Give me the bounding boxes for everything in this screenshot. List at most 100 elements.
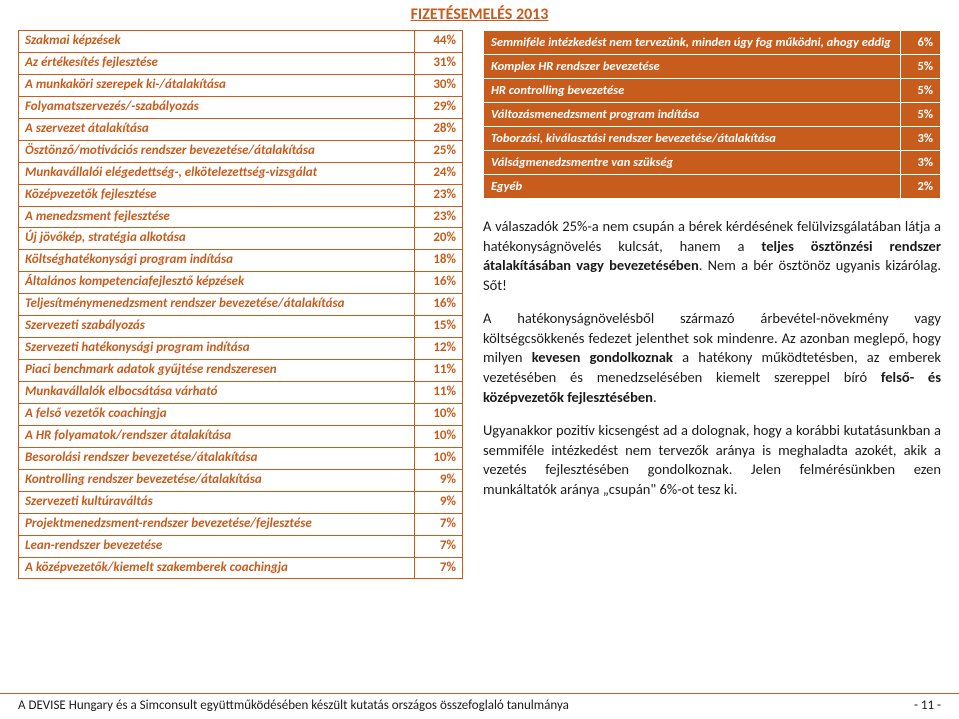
row-label: Szakmai képzések (19, 31, 415, 53)
row-label: Toborzási, kiválasztási rendszer bevezet… (484, 127, 901, 151)
table-row: Piaci benchmark adatok gyűjtése rendszer… (19, 360, 463, 382)
row-value: 7% (415, 557, 463, 579)
row-label: Általános kompetenciafejlesztő képzések (19, 272, 415, 294)
page-footer: A DEVISE Hungary és a Simconsult együttm… (0, 693, 959, 713)
row-label: Középvezetők fejlesztése (19, 184, 415, 206)
row-value: 9% (415, 469, 463, 491)
left-column: Szakmai képzések44%Az értékesítés fejles… (18, 30, 463, 579)
table-row: Szervezeti hatékonysági program indítása… (19, 338, 463, 360)
body-text: A válaszadók 25%-a nem csupán a bérek ké… (483, 217, 941, 499)
table-row: Semmiféle intézkedést nem tervezünk, min… (484, 31, 941, 55)
row-label: Semmiféle intézkedést nem tervezünk, min… (484, 31, 901, 55)
table-row: Szervezeti kultúraváltás9% (19, 491, 463, 513)
row-value: 20% (415, 228, 463, 250)
table-row: Költséghatékonysági program indítása18% (19, 250, 463, 272)
row-value: 11% (415, 360, 463, 382)
page-header-title: FIZETÉSEMELÉS 2013 (0, 0, 959, 26)
table-row: A felső vezetők coachingja10% (19, 403, 463, 425)
table-row: Munkavállalók elbocsátása várható11% (19, 382, 463, 404)
table-row: Toborzási, kiválasztási rendszer bevezet… (484, 127, 941, 151)
row-label: Teljesítménymenedzsment rendszer bevezet… (19, 294, 415, 316)
footer-page-number: - 11 - (914, 698, 941, 713)
table-row: Egyéb2% (484, 175, 941, 199)
row-value: 7% (415, 513, 463, 535)
paragraph-3: Ugyanakkor pozitív kicsengést ad a dolog… (483, 421, 941, 499)
table-row: A menedzsment fejlesztése23% (19, 206, 463, 228)
row-value: 16% (415, 294, 463, 316)
row-value: 5% (901, 55, 941, 79)
main-content: Szakmai képzések44%Az értékesítés fejles… (0, 26, 959, 579)
row-label: Munkavállalói elégedettség-, elkötelezet… (19, 162, 415, 184)
row-label: Piaci benchmark adatok gyűjtése rendszer… (19, 360, 415, 382)
table-row: Középvezetők fejlesztése23% (19, 184, 463, 206)
row-label: Az értékesítés fejlesztése (19, 52, 415, 74)
table-row: Szakmai képzések44% (19, 31, 463, 53)
table-row: Lean-rendszer bevezetése7% (19, 535, 463, 557)
row-value: 5% (901, 103, 941, 127)
row-value: 28% (415, 118, 463, 140)
row-label: Egyéb (484, 175, 901, 199)
table-row: Projektmenedzsment-rendszer bevezetése/f… (19, 513, 463, 535)
table-row: A HR folyamatok/rendszer átalakítása10% (19, 425, 463, 447)
p2-bold-b: kevesen gondolkoznak (532, 348, 673, 366)
row-label: Folyamatszervezés/-szabályozás (19, 96, 415, 118)
row-label: A munkaköri szerepek ki-/átalakítása (19, 74, 415, 96)
row-label: A középvezetők/kiemelt szakemberek coach… (19, 557, 415, 579)
left-table: Szakmai képzések44%Az értékesítés fejles… (18, 30, 463, 579)
row-value: 10% (415, 403, 463, 425)
row-label: Új jövőkép, stratégia alkotása (19, 228, 415, 250)
table-row: A szervezet átalakítása28% (19, 118, 463, 140)
row-value: 11% (415, 382, 463, 404)
table-row: Változásmenedzsment program indítása5% (484, 103, 941, 127)
row-label: A szervezet átalakítása (19, 118, 415, 140)
row-value: 15% (415, 316, 463, 338)
table-row: HR controlling bevezetése5% (484, 79, 941, 103)
row-label: Munkavállalók elbocsátása várható (19, 382, 415, 404)
row-label: Kontrolling rendszer bevezetése/átalakít… (19, 469, 415, 491)
paragraph-1: A válaszadók 25%-a nem csupán a bérek ké… (483, 217, 941, 295)
p2-text-e: . (653, 388, 657, 406)
table-row: A középvezetők/kiemelt szakemberek coach… (19, 557, 463, 579)
row-label: A felső vezetők coachingja (19, 403, 415, 425)
row-value: 23% (415, 184, 463, 206)
row-value: 44% (415, 31, 463, 53)
table-row: Az értékesítés fejlesztése31% (19, 52, 463, 74)
row-value: 2% (901, 175, 941, 199)
row-label: A menedzsment fejlesztése (19, 206, 415, 228)
table-row: Válságmenedzsmentre van szükség3% (484, 151, 941, 175)
row-label: A HR folyamatok/rendszer átalakítása (19, 425, 415, 447)
table-row: A munkaköri szerepek ki-/átalakítása30% (19, 74, 463, 96)
table-row: Kontrolling rendszer bevezetése/átalakít… (19, 469, 463, 491)
row-value: 24% (415, 162, 463, 184)
row-label: Projektmenedzsment-rendszer bevezetése/f… (19, 513, 415, 535)
table-row: Besorolási rendszer bevezetése/átalakítá… (19, 447, 463, 469)
table-row: Szervezeti szabályozás15% (19, 316, 463, 338)
row-value: 3% (901, 151, 941, 175)
row-value: 30% (415, 74, 463, 96)
row-value: 31% (415, 52, 463, 74)
right-table: Semmiféle intézkedést nem tervezünk, min… (483, 30, 941, 199)
row-value: 10% (415, 425, 463, 447)
table-row: Komplex HR rendszer bevezetése5% (484, 55, 941, 79)
table-row: Új jövőkép, stratégia alkotása20% (19, 228, 463, 250)
row-label: Szervezeti szabályozás (19, 316, 415, 338)
row-value: 5% (901, 79, 941, 103)
row-label: Költséghatékonysági program indítása (19, 250, 415, 272)
row-value: 29% (415, 96, 463, 118)
row-label: Lean-rendszer bevezetése (19, 535, 415, 557)
table-row: Teljesítménymenedzsment rendszer bevezet… (19, 294, 463, 316)
row-value: 6% (901, 31, 941, 55)
row-value: 18% (415, 250, 463, 272)
row-label: HR controlling bevezetése (484, 79, 901, 103)
row-value: 3% (901, 127, 941, 151)
table-row: Általános kompetenciafejlesztő képzések1… (19, 272, 463, 294)
table-row: Munkavállalói elégedettség-, elkötelezet… (19, 162, 463, 184)
row-value: 23% (415, 206, 463, 228)
row-label: Válságmenedzsmentre van szükség (484, 151, 901, 175)
row-value: 7% (415, 535, 463, 557)
row-label: Változásmenedzsment program indítása (484, 103, 901, 127)
table-row: Folyamatszervezés/-szabályozás29% (19, 96, 463, 118)
row-label: Szervezeti hatékonysági program indítása (19, 338, 415, 360)
row-label: Ösztönző/motivációs rendszer bevezetése/… (19, 140, 415, 162)
row-label: Szervezeti kultúraváltás (19, 491, 415, 513)
